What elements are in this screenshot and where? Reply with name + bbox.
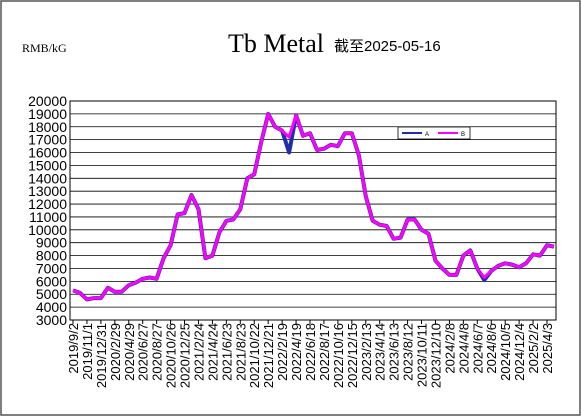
- chart-subtitle: 截至2025-05-16: [334, 38, 441, 55]
- x-tick-label: 2025/2/2: [526, 323, 541, 374]
- x-tick-label: 2021/10/22: [247, 323, 262, 388]
- x-tick-label: 2022/2/19: [275, 323, 290, 381]
- legend-label: A: [425, 132, 429, 138]
- x-tick-label: 2023/8/12: [401, 323, 416, 381]
- y-tick-label: 7000: [36, 260, 67, 276]
- x-tick-label: 2021/4/24: [205, 323, 220, 381]
- x-tick-label: 2020/4/29: [122, 323, 137, 381]
- legend-box: [397, 126, 471, 140]
- x-tick-label: 2020/6/27: [136, 323, 151, 381]
- x-tick-label: 2022/8/17: [317, 323, 332, 381]
- y-tick-label: 20000: [28, 93, 67, 109]
- x-tick-label: 2023/6/13: [387, 323, 402, 381]
- legend-label: B: [461, 132, 465, 138]
- y-tick-label: 8000: [36, 248, 67, 264]
- y-tick-label: 17000: [28, 132, 67, 148]
- x-tick-label: 2020/2/29: [108, 323, 123, 381]
- x-tick-label: 2024/2/8: [442, 323, 457, 374]
- plot-area: [69, 100, 557, 321]
- y-tick-label: 19000: [28, 106, 67, 122]
- y-tick-label: 16000: [28, 145, 67, 161]
- y-tick-label: 4000: [36, 299, 67, 315]
- y-tick-label: 12000: [28, 196, 67, 212]
- x-tick-label: 2021/6/23: [219, 323, 234, 381]
- x-tick-label: 2022/4/19: [289, 323, 304, 381]
- x-tick-label: 2025/4/3: [540, 323, 555, 374]
- x-tick-label: 2024/4/8: [456, 323, 471, 374]
- x-tick-label: 2023/4/14: [373, 323, 388, 381]
- y-tick-label: 15000: [28, 157, 67, 173]
- y-tick-label: 9000: [36, 235, 67, 251]
- x-tick-label: 2023/2/13: [359, 323, 374, 381]
- y-tick-label: 11000: [29, 209, 67, 225]
- x-tick-label: 2024/6/7: [470, 323, 485, 374]
- x-tick-label: 2022/12/15: [345, 323, 360, 388]
- x-tick-label: 2019/11/1: [80, 323, 95, 380]
- x-tick-label: 2024/12/4: [512, 323, 527, 381]
- x-tick-label: 2021/12/21: [261, 323, 276, 388]
- x-tick-label: 2022/10/16: [331, 323, 346, 388]
- x-tick-label: 2023/10/11: [415, 323, 430, 387]
- x-tick-label: 2022/6/18: [303, 323, 318, 381]
- series-line: [72, 112, 555, 301]
- y-tick-label: 3000: [36, 312, 67, 328]
- x-tick-label: 2020/10/26: [164, 323, 179, 388]
- y-tick-label: 10000: [28, 222, 67, 238]
- x-tick-label: 2024/10/5: [498, 323, 513, 381]
- x-tick-label: 2024/8/6: [484, 323, 499, 374]
- x-tick-label: 2019/9/2: [66, 323, 81, 374]
- y-axis-label: RMB/kG: [22, 41, 67, 55]
- chart-title: Tb Metal: [228, 29, 324, 58]
- x-tick-label: 2020/12/25: [178, 323, 193, 388]
- x-tick-label: 2020/8/27: [150, 323, 165, 381]
- y-tick-label: 18000: [28, 119, 67, 135]
- y-tick-label: 13000: [28, 183, 67, 199]
- x-tick-label: 2019/12/31: [94, 323, 109, 388]
- x-tick-label: 2021/8/23: [233, 323, 248, 381]
- y-tick-label: 5000: [36, 286, 67, 302]
- x-tick-label: 2023/12/10: [428, 323, 443, 388]
- y-tick-label: 6000: [36, 273, 67, 289]
- x-tick-label: 2021/2/24: [191, 323, 206, 381]
- y-tick-label: 14000: [28, 170, 67, 186]
